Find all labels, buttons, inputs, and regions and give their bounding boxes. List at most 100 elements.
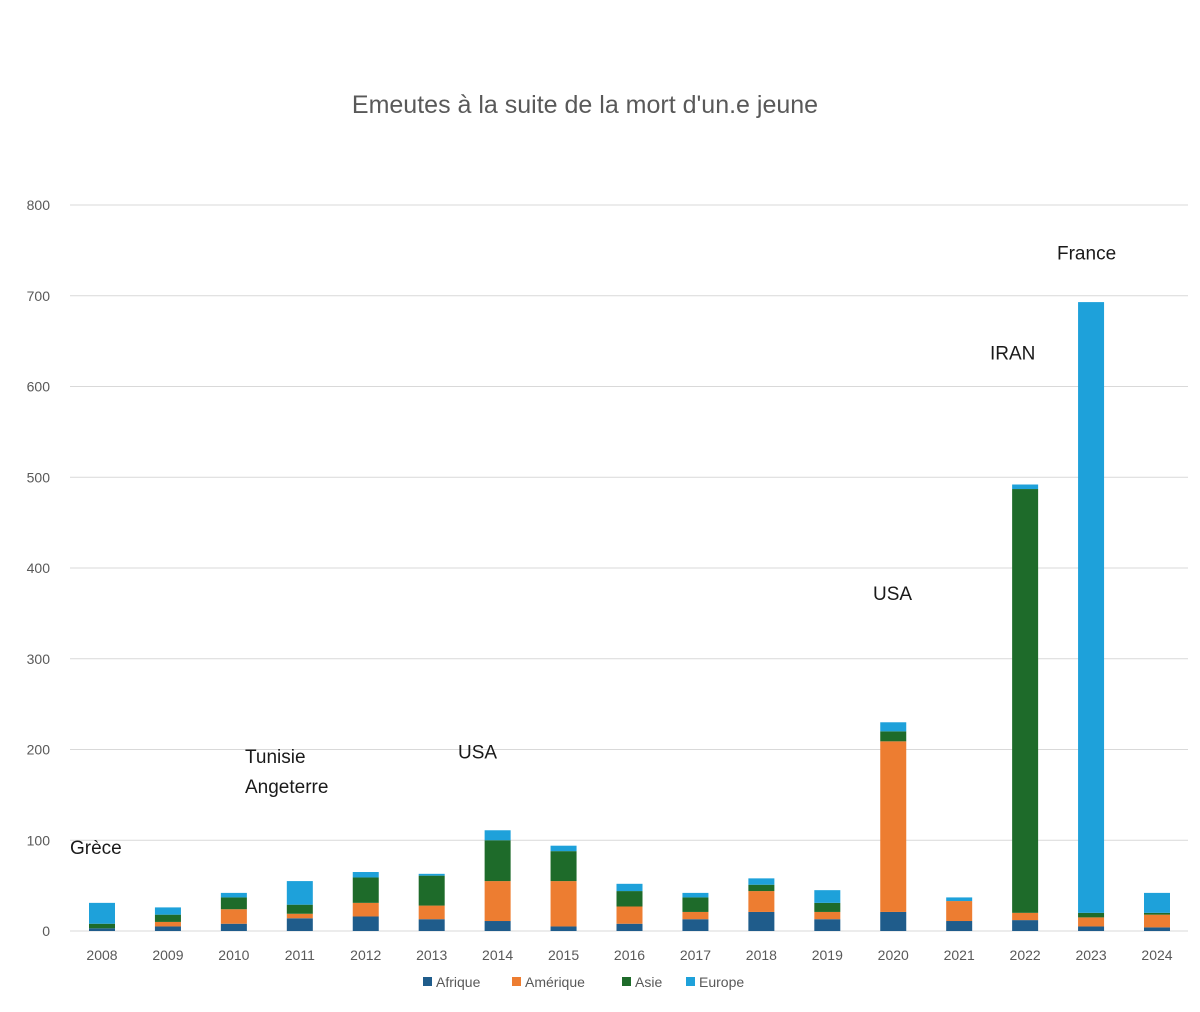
x-tick-label: 2010 (218, 947, 249, 963)
annotation-2022: IRAN (990, 343, 1035, 364)
bar-2009-europe (154, 907, 181, 915)
x-tick-label: 2021 (944, 947, 975, 963)
bar-2008-afrique (89, 928, 115, 931)
bar-2009-asie (154, 914, 181, 922)
bar-2023-europe (1078, 302, 1105, 913)
bar-2023-asie (1078, 912, 1105, 918)
annotation-2011: Tunisie Angeterre (245, 747, 328, 798)
x-tick-label: 2019 (812, 947, 843, 963)
bar-2010-amérique (220, 909, 247, 924)
bar-2012-europe (352, 872, 379, 878)
bar-2014-amérique (484, 881, 511, 922)
bar-2023-afrique (1078, 926, 1105, 931)
x-tick-label: 2008 (86, 947, 117, 963)
bar-2010-asie (220, 897, 247, 910)
bar-2014-europe (484, 830, 511, 841)
x-tick-label: 2022 (1010, 947, 1041, 963)
bar-2024-asie (1144, 912, 1170, 915)
legend-label: Amérique (525, 974, 585, 990)
legend: Afrique Amérique Asie Europe (423, 974, 744, 990)
annotation-2020: USA (873, 584, 912, 605)
y-tick-label: 700 (27, 288, 51, 304)
bar-2016-asie (616, 891, 643, 907)
bar-2011-europe (286, 881, 313, 905)
bar-2018-afrique (748, 911, 775, 931)
bar-2021-afrique (946, 921, 973, 931)
x-axis-ticks: 2008 2009 2010 2011 2012 2013 2014 2015 2016 2017… (86, 947, 1172, 963)
annotation-2014: USA (458, 743, 497, 764)
gridlines (70, 204, 1188, 932)
bar-2013-europe (418, 873, 445, 876)
bar-2012-afrique (352, 916, 379, 931)
y-tick-label: 400 (27, 560, 51, 576)
x-tick-label: 2023 (1075, 947, 1106, 963)
y-tick-label: 300 (27, 651, 51, 667)
bar-2008-asie (89, 923, 115, 929)
bar-2017-amérique (682, 911, 709, 920)
bar-2017-afrique (682, 919, 709, 931)
bar-2010-afrique (220, 923, 247, 931)
bar-2010-europe (220, 892, 247, 898)
bar-2020-asie (880, 731, 907, 742)
bar-2009-amérique (154, 921, 181, 927)
bar-2015-afrique (550, 926, 577, 931)
bar-2016-amérique (616, 906, 643, 924)
bar-2013-afrique (418, 919, 445, 931)
x-tick-label: 2018 (746, 947, 777, 963)
legend-swatch-asie (622, 977, 631, 986)
bar-2011-asie (286, 904, 313, 914)
x-tick-label: 2009 (152, 947, 183, 963)
annotations: Grèce Tunisie Angeterre USA USA IRAN France (70, 243, 1116, 858)
bar-2008-europe (89, 902, 115, 924)
annotation-2008: Grèce (70, 838, 122, 859)
x-tick-label: 2015 (548, 947, 579, 963)
bar-2018-amérique (748, 891, 775, 912)
bar-2022-asie (1012, 489, 1039, 913)
bar-2022-europe (1012, 484, 1039, 490)
bar-2009-afrique (154, 926, 181, 931)
bar-2021-amérique (946, 901, 973, 922)
y-tick-label: 600 (27, 379, 51, 395)
bar-2014-afrique (484, 921, 511, 931)
bar-2015-amérique (550, 881, 577, 927)
bar-2022-amérique (1012, 912, 1039, 921)
x-tick-label: 2016 (614, 947, 645, 963)
bar-2011-afrique (286, 918, 313, 931)
y-axis-ticks: 0 100 200 300 400 500 600 700 800 (27, 197, 51, 939)
bar-2018-asie (748, 884, 775, 892)
bar-2020-afrique (880, 911, 907, 931)
legend-swatch-amérique (512, 977, 521, 986)
bar-2013-amérique (418, 905, 445, 920)
bar-2020-amérique (880, 741, 907, 912)
x-tick-label: 2017 (680, 947, 711, 963)
legend-label: Afrique (436, 974, 481, 990)
bar-2019-amérique (814, 911, 841, 920)
bar-2024-amérique (1144, 914, 1170, 928)
y-tick-label: 200 (27, 742, 51, 758)
legend-swatch-europe (686, 977, 695, 986)
bar-2012-asie (352, 877, 379, 903)
bar-2023-amérique (1078, 917, 1105, 927)
x-tick-label: 2013 (416, 947, 447, 963)
y-tick-label: 100 (27, 832, 51, 848)
y-tick-label: 500 (27, 469, 51, 485)
bar-2017-europe (682, 892, 709, 898)
legend-label: Asie (635, 974, 662, 990)
bar-2021-europe (946, 897, 973, 902)
bar-2019-europe (814, 890, 841, 903)
bar-2019-afrique (814, 919, 841, 931)
y-tick-label: 0 (42, 923, 50, 939)
bar-2018-europe (748, 878, 775, 885)
bar-2015-asie (550, 851, 577, 882)
annotation-2023: France (1057, 243, 1116, 264)
x-tick-label: 2014 (482, 947, 513, 963)
bar-2016-europe (616, 883, 643, 892)
bar-2019-asie (814, 902, 841, 912)
bar-2024-afrique (1144, 927, 1170, 931)
y-tick-label: 800 (27, 197, 51, 213)
x-tick-label: 2020 (878, 947, 909, 963)
legend-swatch-afrique (423, 977, 432, 986)
x-tick-label: 2024 (1141, 947, 1172, 963)
